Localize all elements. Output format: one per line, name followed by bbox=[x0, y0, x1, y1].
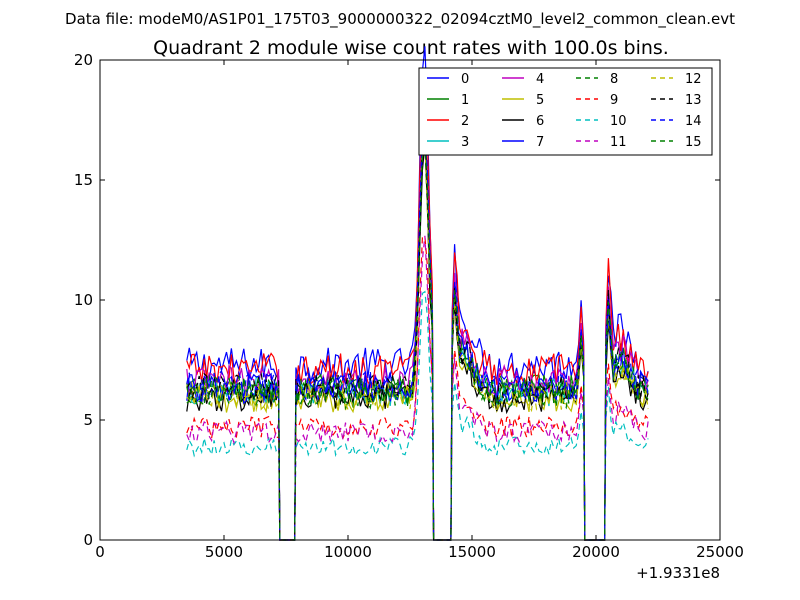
series-line-13 bbox=[186, 124, 649, 541]
y-tick-label: 20 bbox=[74, 51, 93, 69]
x-tick-label: 5000 bbox=[205, 543, 243, 561]
chart-title: Quadrant 2 module wise count rates with … bbox=[153, 37, 669, 59]
legend-label-12: 12 bbox=[685, 72, 702, 87]
chart-suptitle: Data file: modeM0/AS1P01_175T03_90000003… bbox=[65, 10, 735, 29]
legend-label-8: 8 bbox=[610, 72, 618, 87]
x-offset-label: +1.9331e8 bbox=[636, 564, 720, 582]
legend-label-2: 2 bbox=[461, 114, 469, 129]
legend-label-0: 0 bbox=[461, 72, 469, 87]
series-line-10 bbox=[186, 290, 649, 541]
legend-label-3: 3 bbox=[461, 135, 469, 150]
x-tick-label: 25000 bbox=[696, 543, 744, 561]
y-tick-label: 10 bbox=[74, 291, 93, 309]
legend-label-13: 13 bbox=[685, 93, 702, 108]
legend-label-1: 1 bbox=[461, 93, 469, 108]
x-tick-label: 10000 bbox=[324, 543, 372, 561]
y-tick-label: 15 bbox=[74, 171, 93, 189]
y-tick-label: 0 bbox=[83, 531, 93, 549]
legend-label-9: 9 bbox=[610, 93, 618, 108]
legend-label-11: 11 bbox=[610, 135, 627, 150]
series-layer bbox=[186, 46, 649, 541]
series-line-9 bbox=[186, 235, 649, 541]
series-line-12 bbox=[186, 137, 649, 541]
series-line-11 bbox=[186, 235, 649, 541]
x-tick-label: 20000 bbox=[572, 543, 620, 561]
series-line-14 bbox=[186, 124, 649, 541]
legend-label-15: 15 bbox=[685, 135, 702, 150]
legend-label-6: 6 bbox=[536, 114, 544, 129]
series-line-15 bbox=[186, 142, 649, 541]
legend-label-5: 5 bbox=[536, 93, 544, 108]
x-tick-label: 0 bbox=[95, 543, 105, 561]
x-tick-label: 15000 bbox=[448, 543, 496, 561]
legend-label-4: 4 bbox=[536, 72, 544, 87]
legend-label-14: 14 bbox=[685, 114, 702, 129]
series-line-0 bbox=[186, 46, 649, 541]
legend-label-10: 10 bbox=[610, 114, 627, 129]
y-tick-label: 5 bbox=[83, 411, 93, 429]
legend-label-7: 7 bbox=[536, 135, 544, 150]
series-line-2 bbox=[186, 72, 649, 541]
